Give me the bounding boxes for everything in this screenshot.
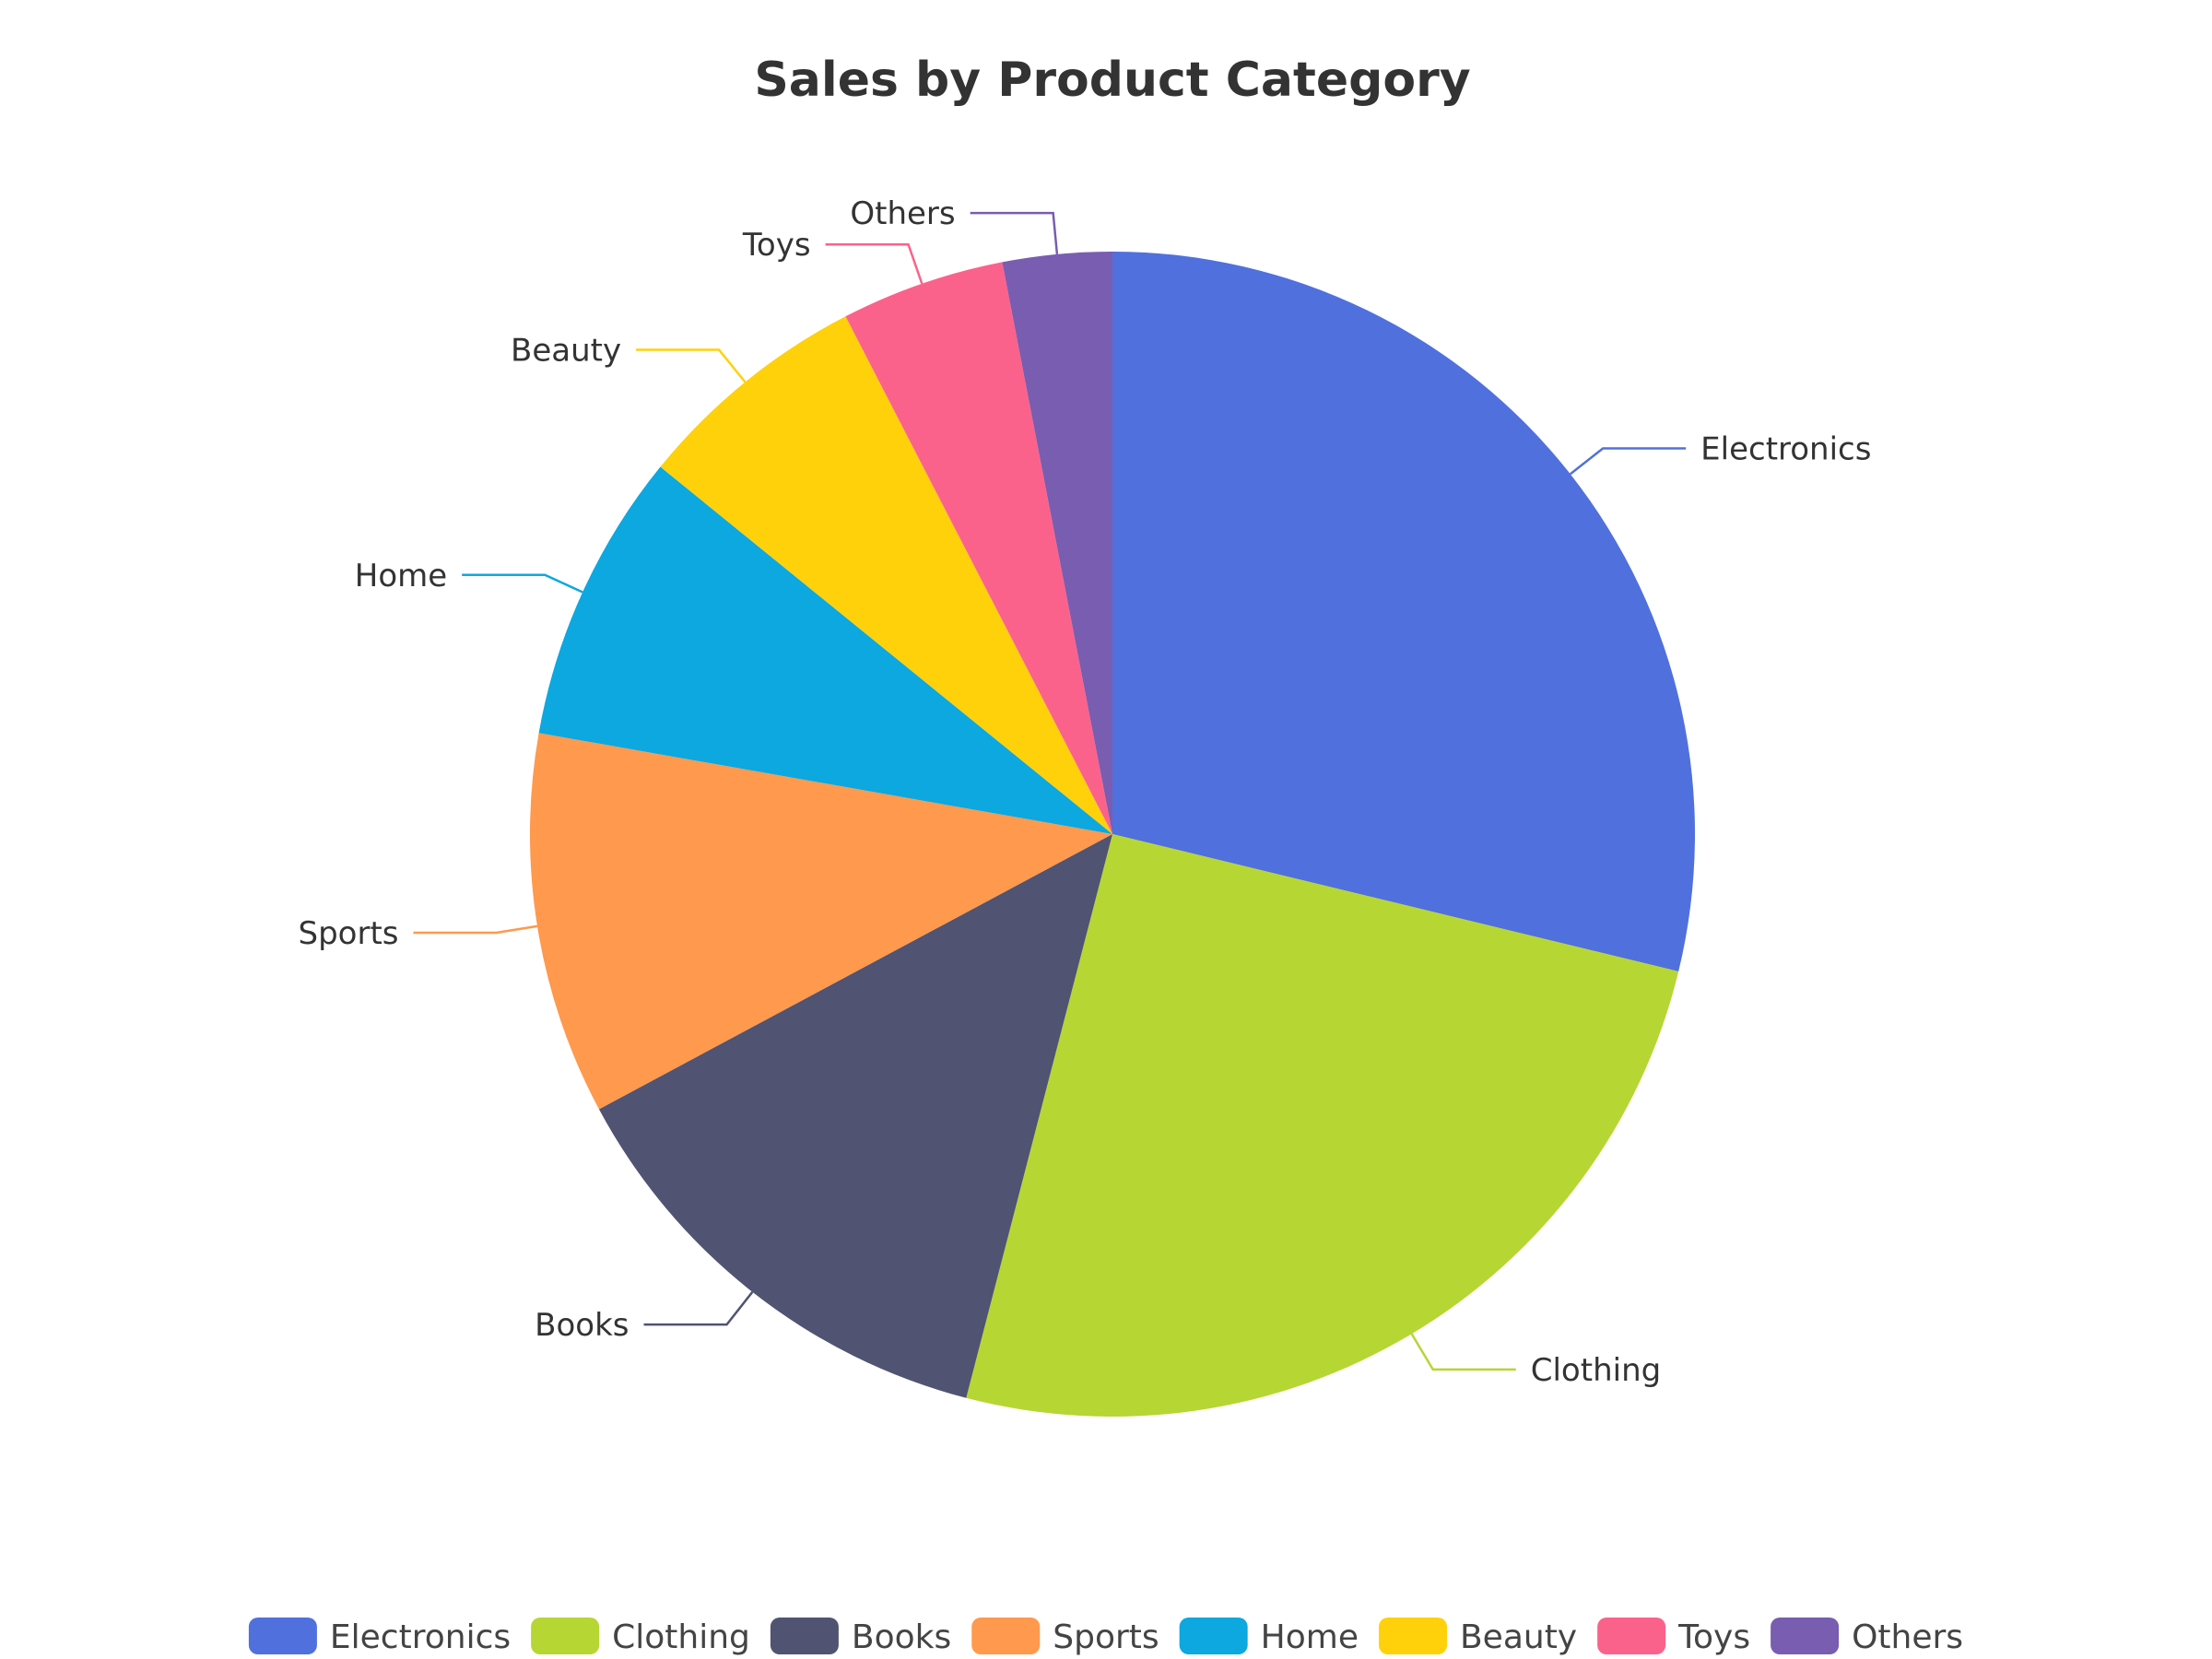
legend-item-sports[interactable]: Sports: [971, 1618, 1159, 1656]
legend-item-home[interactable]: Home: [1179, 1618, 1359, 1656]
leader-line-sports: [413, 924, 538, 935]
legend-label-toys: Toys: [1677, 1618, 1750, 1656]
legend-swatch-clothing: [531, 1618, 600, 1654]
leader-line-beauty: [636, 348, 747, 383]
legend-label-sports: Sports: [1053, 1618, 1159, 1656]
legend-swatch-home: [1179, 1618, 1248, 1654]
legend-swatch-books: [770, 1618, 839, 1654]
slice-label-sports: Sports: [299, 915, 399, 952]
legend-label-electronics: Electronics: [330, 1618, 511, 1656]
slice-label-electronics: Electronics: [1700, 431, 1871, 468]
legend-label-books: Books: [852, 1618, 951, 1656]
leader-line-toys: [825, 242, 924, 285]
legend-item-beauty[interactable]: Beauty: [1378, 1618, 1577, 1656]
legend-item-clothing[interactable]: Clothing: [531, 1618, 750, 1656]
slice-leader-lines: [413, 211, 1687, 1371]
pie-slice-others[interactable]: [1002, 252, 1112, 834]
slice-label-home: Home: [355, 558, 447, 594]
legend-swatch-toys: [1597, 1618, 1666, 1654]
pie-slice-beauty[interactable]: [660, 316, 1112, 834]
legend-label-beauty: Beauty: [1460, 1618, 1577, 1656]
legend-item-books[interactable]: Books: [770, 1618, 951, 1656]
pie-slice-home[interactable]: [538, 466, 1112, 834]
slice-labels: Electronics Clothing Books Sports Home Beauty…: [299, 195, 1872, 1389]
pie-slice-sports[interactable]: [529, 733, 1112, 1110]
legend-swatch-electronics: [248, 1618, 317, 1654]
pie-slice-electronics[interactable]: [1112, 252, 1695, 971]
slice-label-clothing: Clothing: [1531, 1352, 1661, 1389]
legend-swatch-beauty: [1378, 1618, 1447, 1654]
legend-item-toys[interactable]: Toys: [1597, 1618, 1750, 1656]
pie-slices: [529, 252, 1695, 1417]
legend-item-electronics[interactable]: Electronics: [248, 1618, 511, 1656]
slice-label-others: Others: [850, 195, 955, 232]
legend-label-clothing: Clothing: [612, 1618, 750, 1656]
legend-item-others[interactable]: Others: [1771, 1618, 1963, 1656]
legend-label-others: Others: [1852, 1618, 1963, 1656]
slice-label-books: Books: [535, 1307, 629, 1344]
slice-label-beauty: Beauty: [511, 333, 621, 370]
leader-line-books: [643, 1291, 754, 1326]
leader-line-electronics: [1570, 447, 1687, 476]
leader-line-others: [970, 211, 1059, 254]
legend-swatch-sports: [971, 1618, 1041, 1654]
pie-slice-clothing[interactable]: [966, 834, 1679, 1417]
legend-swatch-others: [1771, 1618, 1840, 1654]
pie-slice-books[interactable]: [598, 834, 1112, 1398]
legend-label-home: Home: [1261, 1618, 1359, 1656]
leader-line-home: [462, 573, 583, 594]
chart-title: Sales by Product Category: [754, 53, 1470, 108]
legend: Electronics Clothing Books Sports Home Beauty…: [248, 1618, 1963, 1656]
pie-slice-toys[interactable]: [845, 262, 1112, 834]
slice-label-toys: Toys: [742, 227, 811, 264]
leader-line-clothing: [1410, 1333, 1516, 1371]
